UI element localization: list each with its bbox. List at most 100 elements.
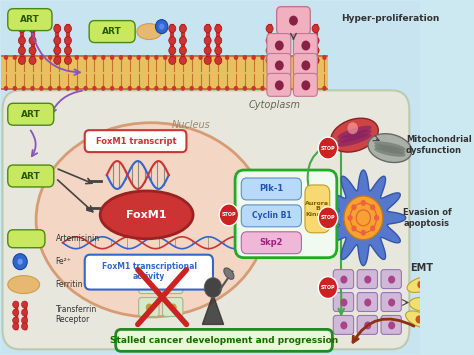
- Circle shape: [30, 55, 35, 60]
- Circle shape: [301, 40, 310, 50]
- Circle shape: [277, 56, 284, 65]
- Circle shape: [388, 299, 395, 306]
- Circle shape: [179, 24, 186, 33]
- Circle shape: [119, 55, 123, 60]
- Circle shape: [225, 86, 229, 91]
- Circle shape: [296, 55, 300, 60]
- Text: Stalled cancer development and progression: Stalled cancer development and progressi…: [110, 336, 338, 345]
- Polygon shape: [202, 295, 224, 324]
- Circle shape: [420, 301, 427, 308]
- Circle shape: [170, 304, 177, 311]
- FancyBboxPatch shape: [85, 130, 186, 152]
- Circle shape: [318, 207, 337, 229]
- Circle shape: [344, 196, 383, 240]
- Circle shape: [101, 55, 106, 60]
- Circle shape: [215, 37, 222, 44]
- Circle shape: [207, 55, 212, 60]
- Circle shape: [181, 86, 185, 91]
- Circle shape: [170, 280, 177, 289]
- Circle shape: [251, 55, 256, 60]
- Circle shape: [351, 225, 356, 231]
- Circle shape: [18, 56, 26, 65]
- FancyBboxPatch shape: [267, 73, 291, 96]
- Text: Fe²⁺: Fe²⁺: [55, 257, 72, 266]
- Circle shape: [266, 24, 273, 33]
- FancyBboxPatch shape: [163, 297, 183, 316]
- Circle shape: [312, 47, 319, 54]
- Circle shape: [301, 37, 309, 44]
- Circle shape: [296, 86, 300, 91]
- Circle shape: [204, 47, 211, 54]
- Circle shape: [340, 275, 347, 284]
- Circle shape: [388, 321, 395, 329]
- FancyBboxPatch shape: [8, 103, 54, 125]
- Circle shape: [128, 55, 132, 60]
- Circle shape: [304, 55, 309, 60]
- Ellipse shape: [100, 191, 193, 239]
- Text: ART: ART: [102, 27, 122, 36]
- Text: Cyclin B1: Cyclin B1: [252, 211, 291, 220]
- Circle shape: [54, 37, 61, 44]
- Circle shape: [351, 204, 356, 210]
- FancyBboxPatch shape: [333, 293, 354, 311]
- Circle shape: [39, 55, 44, 60]
- Circle shape: [204, 37, 211, 44]
- Circle shape: [64, 56, 72, 65]
- Circle shape: [190, 86, 194, 91]
- Circle shape: [146, 55, 150, 60]
- Circle shape: [74, 55, 79, 60]
- Circle shape: [64, 47, 72, 54]
- Ellipse shape: [36, 123, 266, 317]
- Circle shape: [54, 47, 61, 54]
- Circle shape: [199, 86, 203, 91]
- Circle shape: [18, 24, 26, 33]
- Circle shape: [110, 86, 114, 91]
- Text: STOP: STOP: [320, 146, 335, 151]
- Circle shape: [154, 86, 159, 91]
- Circle shape: [318, 137, 337, 159]
- FancyBboxPatch shape: [293, 34, 318, 56]
- Circle shape: [266, 47, 273, 54]
- Circle shape: [243, 55, 247, 60]
- Circle shape: [347, 122, 358, 134]
- Circle shape: [266, 37, 273, 44]
- Circle shape: [275, 60, 284, 70]
- Text: STOP: STOP: [320, 285, 335, 290]
- Circle shape: [207, 86, 212, 91]
- Circle shape: [18, 47, 26, 54]
- Circle shape: [416, 316, 423, 323]
- Circle shape: [172, 86, 176, 91]
- Circle shape: [181, 55, 185, 60]
- Circle shape: [169, 37, 176, 44]
- FancyBboxPatch shape: [139, 297, 159, 316]
- Circle shape: [417, 280, 424, 289]
- Circle shape: [163, 86, 167, 91]
- Circle shape: [301, 60, 310, 70]
- Circle shape: [219, 204, 238, 226]
- Circle shape: [234, 55, 238, 60]
- Circle shape: [204, 24, 211, 33]
- Circle shape: [340, 299, 347, 306]
- Circle shape: [275, 80, 284, 90]
- Circle shape: [137, 55, 141, 60]
- Circle shape: [21, 55, 26, 60]
- Circle shape: [155, 20, 168, 34]
- FancyBboxPatch shape: [381, 270, 401, 289]
- FancyBboxPatch shape: [8, 165, 54, 187]
- Circle shape: [215, 56, 222, 65]
- Circle shape: [260, 55, 264, 60]
- Circle shape: [215, 24, 222, 33]
- Circle shape: [243, 86, 247, 91]
- FancyBboxPatch shape: [8, 230, 45, 248]
- Circle shape: [54, 24, 61, 33]
- Circle shape: [48, 55, 53, 60]
- Circle shape: [4, 86, 8, 91]
- Circle shape: [361, 230, 366, 236]
- FancyBboxPatch shape: [357, 316, 377, 334]
- Circle shape: [216, 55, 220, 60]
- Circle shape: [364, 299, 371, 306]
- Circle shape: [318, 277, 337, 299]
- Circle shape: [54, 56, 61, 65]
- FancyBboxPatch shape: [357, 293, 377, 311]
- Circle shape: [388, 275, 395, 284]
